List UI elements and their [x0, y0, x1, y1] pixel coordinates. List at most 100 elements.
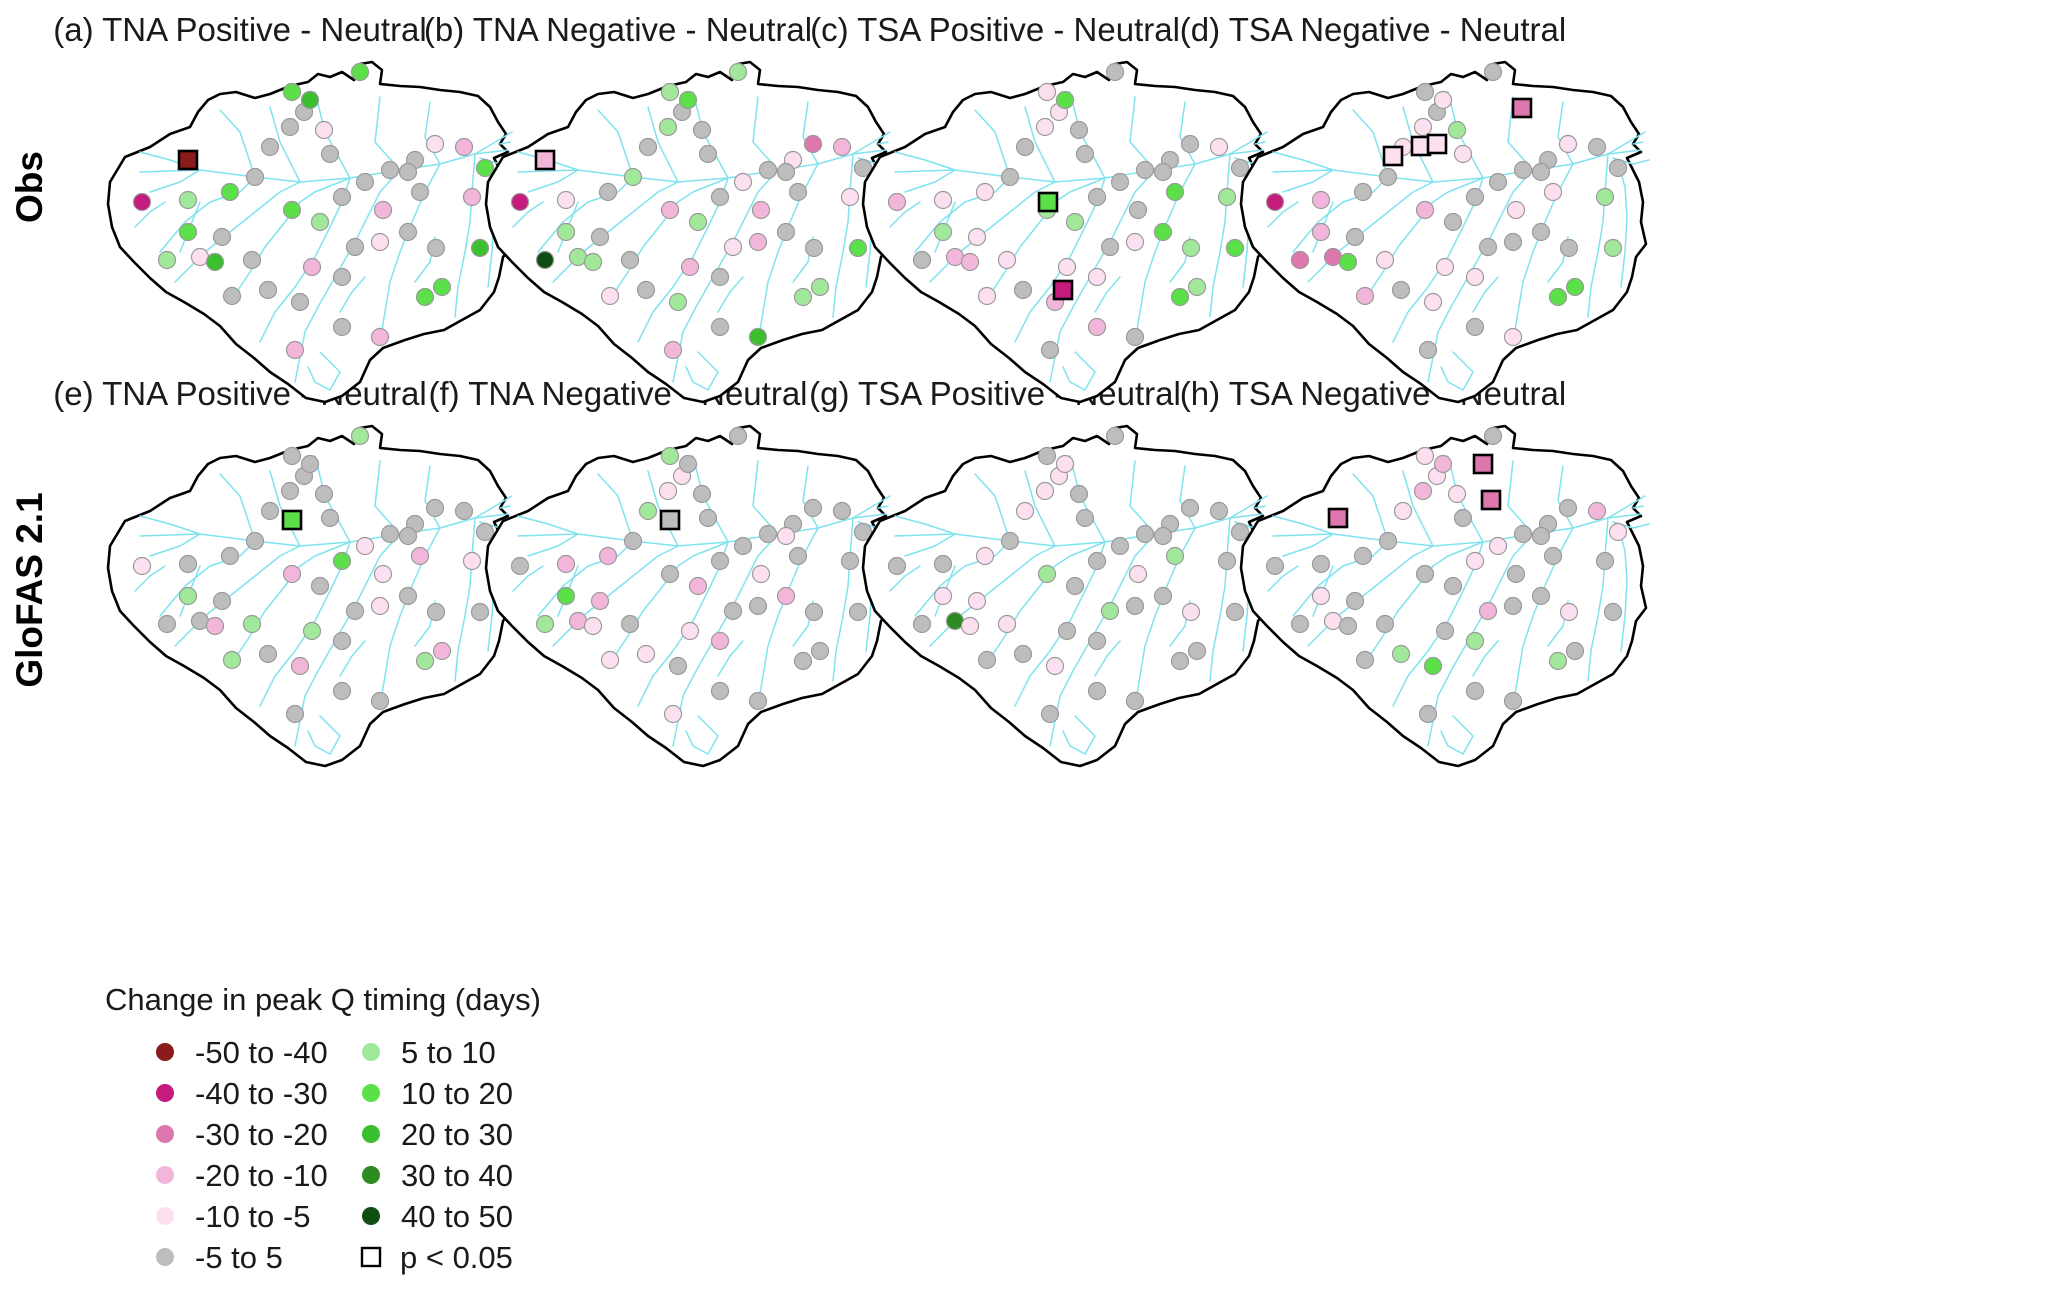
station-marker	[1443, 576, 1463, 596]
station-marker	[1225, 602, 1245, 622]
panel-title-d: (d) TSA Negative - Neutral	[1180, 11, 1566, 48]
station-marker	[1187, 641, 1207, 661]
station-marker	[688, 212, 708, 232]
station-marker	[658, 481, 678, 501]
stations-b	[510, 62, 873, 360]
station-marker	[1465, 681, 1485, 701]
station-marker	[997, 250, 1017, 270]
station-marker	[1153, 222, 1173, 242]
station-marker	[590, 227, 610, 247]
station-marker	[1100, 237, 1120, 257]
station-marker	[1181, 602, 1201, 622]
station-marker	[912, 614, 932, 634]
station-marker	[793, 651, 813, 671]
station-marker	[977, 286, 997, 306]
station-marker	[1057, 621, 1077, 641]
station-marker	[803, 498, 823, 518]
station-marker	[967, 227, 987, 247]
station-marker	[887, 192, 907, 212]
station-marker	[1587, 137, 1607, 157]
station-marker	[751, 200, 771, 220]
station-marker	[355, 536, 375, 556]
station-marker	[1217, 551, 1237, 571]
station-marker	[751, 564, 771, 584]
significant-station-marker	[1382, 145, 1404, 167]
station-marker	[1465, 631, 1485, 651]
station-marker	[212, 591, 232, 611]
station-marker	[1483, 426, 1503, 446]
station-marker	[350, 426, 370, 446]
station-marker	[1069, 484, 1089, 504]
legend-swatch-9	[362, 1166, 380, 1184]
station-marker	[1548, 287, 1568, 307]
station-marker	[310, 212, 330, 232]
station-marker	[598, 182, 618, 202]
station-marker	[1110, 172, 1130, 192]
station-marker	[698, 144, 718, 164]
station-marker	[1465, 317, 1485, 337]
station-marker	[710, 631, 730, 651]
station-marker	[620, 614, 640, 634]
station-marker	[332, 187, 352, 207]
station-marker	[157, 250, 177, 270]
station-marker	[1015, 501, 1035, 521]
station-marker	[1608, 158, 1628, 178]
significant-station-marker	[281, 509, 303, 531]
station-marker	[132, 192, 152, 212]
station-marker	[1595, 551, 1615, 571]
station-marker	[1465, 267, 1485, 287]
legend: Change in peak Q timing (days) -50 to -4…	[105, 982, 541, 1275]
station-marker	[1587, 501, 1607, 521]
station-marker	[810, 277, 830, 297]
station-marker	[556, 190, 576, 210]
legend-swatch-8	[362, 1125, 380, 1143]
station-marker	[1559, 602, 1579, 622]
station-marker	[1543, 182, 1563, 202]
station-marker	[1265, 556, 1285, 576]
station-marker	[454, 501, 474, 521]
station-marker	[678, 90, 698, 110]
station-marker	[1418, 704, 1438, 724]
row-label-obs: Obs	[9, 151, 50, 223]
station-marker	[1311, 554, 1331, 574]
station-marker	[692, 484, 712, 504]
station-marker	[535, 250, 555, 270]
station-marker	[1595, 187, 1615, 207]
stations-f	[510, 426, 873, 724]
station-marker	[1128, 200, 1148, 220]
station-marker	[220, 546, 240, 566]
map-panel-g	[861, 424, 1273, 768]
station-marker	[157, 614, 177, 634]
station-marker	[1503, 232, 1523, 252]
station-marker	[638, 137, 658, 157]
station-marker	[132, 556, 152, 576]
legend-label-8: 20 to 30	[401, 1117, 513, 1152]
station-marker	[1075, 144, 1095, 164]
station-marker	[1488, 172, 1508, 192]
significant-station-marker	[1327, 507, 1349, 529]
station-marker	[1000, 167, 1020, 187]
station-marker	[242, 250, 262, 270]
station-marker	[748, 596, 768, 616]
station-marker	[758, 160, 778, 180]
stations-d	[1265, 62, 1628, 360]
station-marker	[1375, 250, 1395, 270]
station-marker	[1513, 524, 1533, 544]
station-marker	[1413, 117, 1433, 137]
station-marker	[793, 287, 813, 307]
stations-a	[132, 62, 495, 360]
legend-significance-square	[360, 1246, 382, 1268]
significant-station-marker	[177, 149, 199, 171]
station-marker	[933, 586, 953, 606]
legend-label-5: -5 to 5	[195, 1240, 283, 1275]
significant-station-marker	[659, 509, 681, 531]
station-marker	[710, 317, 730, 337]
station-marker	[710, 681, 730, 701]
station-marker	[728, 426, 748, 446]
station-marker	[1045, 656, 1065, 676]
station-marker	[1125, 232, 1145, 252]
station-marker	[245, 167, 265, 187]
station-marker	[1153, 526, 1173, 546]
station-marker	[205, 616, 225, 636]
station-marker	[1217, 187, 1237, 207]
